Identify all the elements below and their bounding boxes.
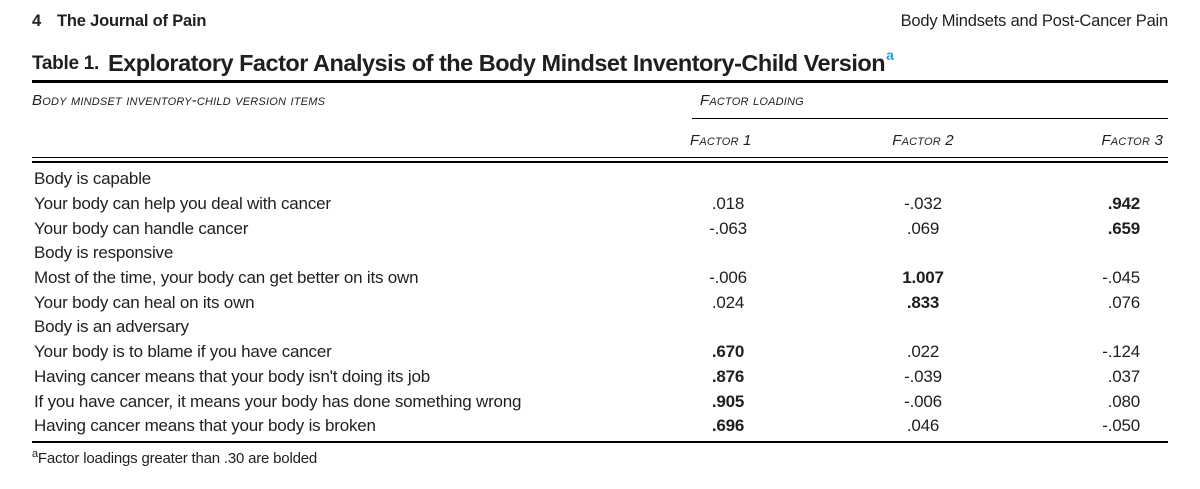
factor-1-value: .670 xyxy=(711,342,745,362)
factor-loading-spanner-label: Factor loading xyxy=(700,92,804,109)
factor-2-value: 1.007 xyxy=(902,268,944,288)
footnote-marker: a xyxy=(32,448,38,461)
column-header-factor-1: Factor 1 xyxy=(690,131,752,149)
factor-3-value: -.045 xyxy=(1102,268,1140,288)
masthead: 4 The Journal of Pain Body Mindsets and P… xyxy=(32,12,1168,36)
table-footnote: aFactor loadings greater than .30 are bo… xyxy=(32,448,1168,467)
table-row: Your body is to blame if you have cancer… xyxy=(32,340,1168,365)
factor-3-value: -.050 xyxy=(1102,416,1140,436)
factor-2-value: -.039 xyxy=(904,366,942,386)
factor-3-value: .080 xyxy=(1107,391,1140,411)
table-title-text: Exploratory Factor Analysis of the Body … xyxy=(107,49,886,76)
factor-2-value: .833 xyxy=(906,292,940,312)
item-label: Having cancer means that your body is br… xyxy=(34,416,376,436)
item-label: Your body can help you deal with cancer xyxy=(34,194,331,214)
factor-1-value: -.063 xyxy=(709,218,747,238)
title-footnote-marker: a xyxy=(886,46,894,63)
header-double-rule xyxy=(32,157,1168,163)
group-label: Body is an adversary xyxy=(34,317,189,337)
factor-1-value: .024 xyxy=(711,292,745,312)
table-title: Exploratory Factor Analysis of the Body … xyxy=(107,46,894,76)
factor-2-value: .046 xyxy=(906,416,940,436)
factor-1-value: .696 xyxy=(711,416,745,436)
factor-1-value: -.006 xyxy=(709,268,747,288)
table-row: Your body can heal on its own .024 .833 .07… xyxy=(32,290,1168,315)
group-row: Body is responsive xyxy=(32,241,1168,266)
item-label: If you have cancer, it means your body h… xyxy=(34,391,522,411)
factor-1-value: .876 xyxy=(711,366,745,386)
item-label: Your body can heal on its own xyxy=(34,292,255,312)
factor-1-value: .905 xyxy=(711,391,745,411)
page-number: 4 xyxy=(32,12,41,30)
table-row: Your body can help you deal with cancer.… xyxy=(32,192,1168,217)
table-title-row: Table 1. Exploratory Factor Analysis of … xyxy=(32,40,1168,80)
running-head: Body Mindsets and Post-Cancer Pain xyxy=(900,12,1169,30)
items-column-header: Body mindset inventory-child version ite… xyxy=(32,92,326,109)
factor-column-headers: Factor 1 Factor 2 Factor 3 xyxy=(664,119,1168,157)
factor-loading-spanner: Factor loading xyxy=(692,83,1168,119)
table-label: Table 1. xyxy=(32,53,99,74)
factor-3-value: .942 xyxy=(1107,194,1140,214)
factor-1-value: .018 xyxy=(711,194,745,214)
table-row: Having cancer means that your body isn't… xyxy=(32,365,1168,390)
factor-2-value: .022 xyxy=(906,342,940,362)
title-rule xyxy=(32,80,1168,83)
table-body: Body is capable Your body can help you de… xyxy=(32,163,1168,439)
factor-2-value: -.006 xyxy=(904,391,942,411)
table-row: Having cancer means that your body is br… xyxy=(32,414,1168,439)
item-label: Your body can handle cancer xyxy=(34,218,249,238)
factor-2-value: -.032 xyxy=(904,194,942,214)
column-header-factor-3: Factor 3 xyxy=(1101,131,1163,149)
group-row: Body is capable xyxy=(32,167,1168,192)
group-label: Body is responsive xyxy=(34,243,174,263)
table-row: If you have cancer, it means your body h… xyxy=(32,389,1168,414)
item-label: Your body is to blame if you have cancer xyxy=(34,342,332,362)
journal-title: The Journal of Pain xyxy=(56,12,207,30)
factor-3-value: .659 xyxy=(1107,218,1140,238)
table-row: Most of the time, your body can get bett… xyxy=(32,266,1168,291)
factor-2-value: .069 xyxy=(906,218,940,238)
group-label: Body is capable xyxy=(34,169,152,189)
factor-3-value: .037 xyxy=(1107,366,1140,386)
table-row: Your body can handle cancer -.063 .069 .659 xyxy=(32,216,1168,241)
factor-3-value: -.124 xyxy=(1102,342,1140,362)
journal-header: 4 The Journal of Pain xyxy=(32,12,206,31)
group-row: Body is an adversary xyxy=(32,315,1168,340)
column-header-factor-2: Factor 2 xyxy=(892,131,954,149)
item-label: Having cancer means that your body isn't… xyxy=(34,366,430,386)
factor-3-value: .076 xyxy=(1107,292,1140,312)
footnote-text: Factor loadings greater than .30 are bol… xyxy=(37,450,318,468)
table-header: Body mindset inventory-child version ite… xyxy=(32,83,1168,157)
table-bottom-rule xyxy=(32,440,1168,444)
item-label: Most of the time, your body can get bett… xyxy=(34,268,419,288)
